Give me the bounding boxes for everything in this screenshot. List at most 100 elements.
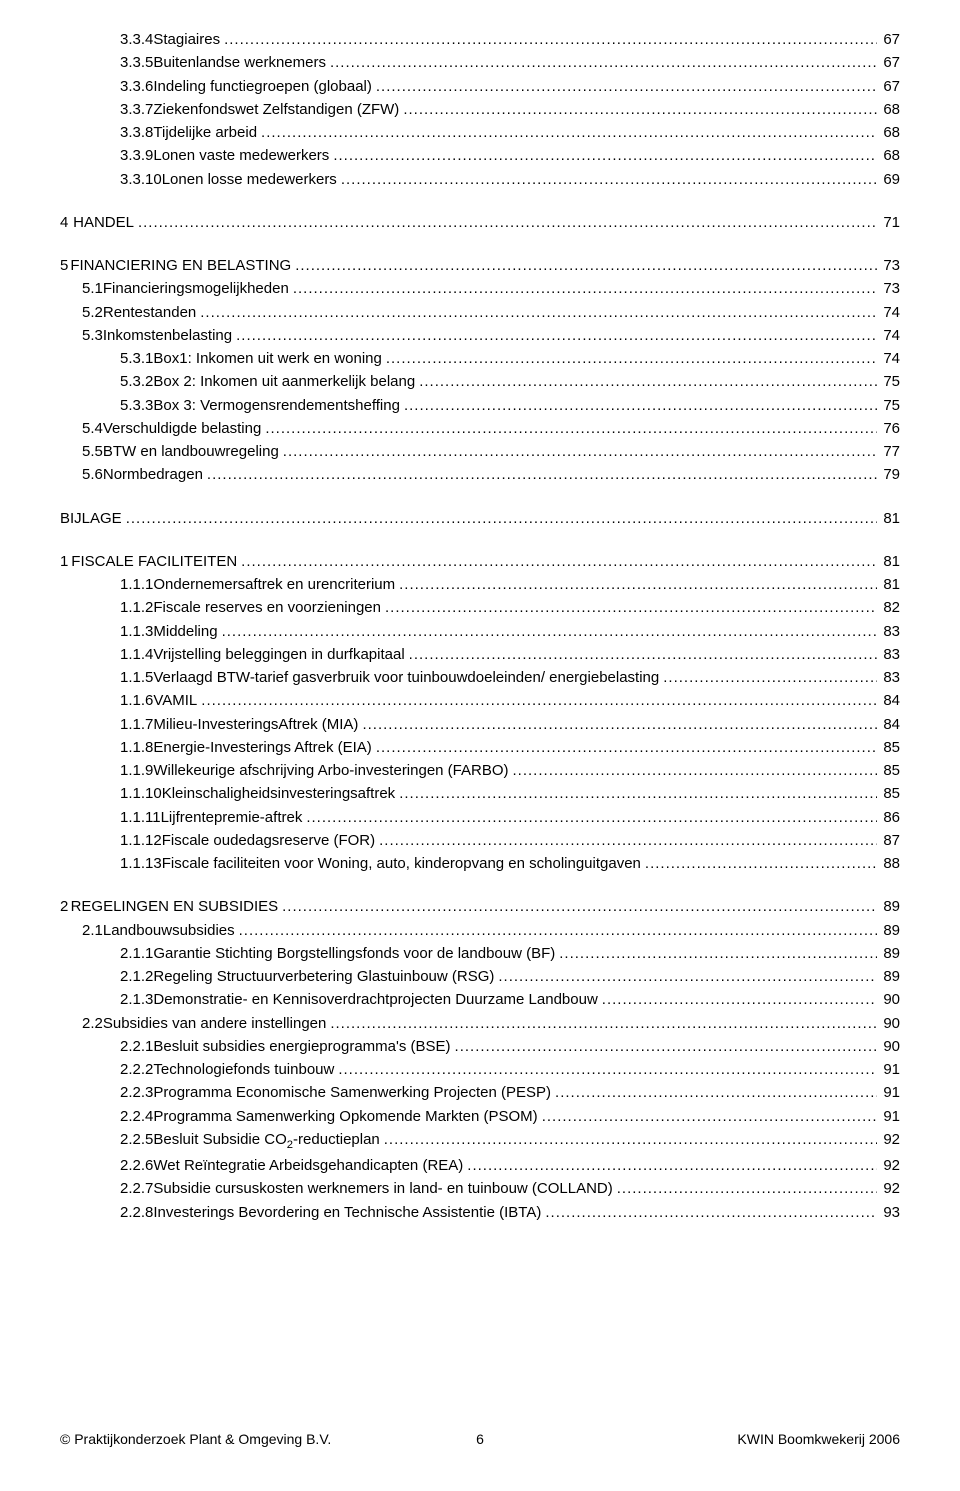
toc-entry: 5.2Rentestanden74 (60, 301, 900, 324)
toc-entry: 3.3.10Lonen losse medewerkers69 (60, 168, 900, 191)
toc-entry-title: Tijdelijke arbeid (153, 121, 257, 144)
toc-entry-title: Fiscale oudedagsreserve (FOR) (162, 829, 375, 852)
toc-entry-page: 85 (881, 782, 900, 805)
toc-entry-page: 89 (881, 942, 900, 965)
page-footer: © Praktijkonderzoek Plant & Omgeving B.V… (60, 1410, 900, 1451)
toc-entry-page: 86 (881, 806, 900, 829)
toc-entry-title: Investerings Bevordering en Technische A… (153, 1201, 541, 1224)
toc-entry-title: FINANCIERING EN BELASTING (70, 254, 291, 277)
toc-leader-dots (200, 301, 877, 324)
toc-leader-dots (498, 965, 877, 988)
toc-entry-title: Verlaagd BTW-tarief gasverbruik voor tui… (153, 666, 659, 689)
toc-entry: 2.1.1Garantie Stichting Borgstellingsfon… (60, 942, 900, 965)
toc-entry: 5.3.2Box 2: Inkomen uit aanmerkelijk bel… (60, 370, 900, 393)
toc-entry-page: 68 (881, 121, 900, 144)
toc-leader-dots (403, 98, 877, 121)
toc-entry-page: 90 (881, 1035, 900, 1058)
toc-entry-number: 4 (60, 211, 73, 234)
toc-entry-title: Subsidies van andere instellingen (103, 1012, 326, 1035)
toc-entry-title: Stagiaires (153, 28, 220, 51)
toc-leader-dots (645, 852, 877, 875)
toc-leader-dots (330, 51, 877, 74)
toc-entry: 5FINANCIERING EN BELASTING73 (60, 254, 900, 277)
footer-left: © Praktijkonderzoek Plant & Omgeving B.V… (60, 1429, 476, 1451)
toc-entry-title: Vrijstelling beleggingen in durfkapitaal (153, 643, 404, 666)
toc-entry-page: 68 (881, 98, 900, 121)
toc-entry: 2.2.8Investerings Bevordering en Technis… (60, 1201, 900, 1224)
toc-entry-title: Financieringsmogelijkheden (103, 277, 289, 300)
toc-entry-page: 89 (881, 895, 900, 918)
toc-leader-dots (201, 689, 877, 712)
toc-entry: 1.1.10Kleinschaligheidsinvesteringsaftre… (60, 782, 900, 805)
toc-entry-title: Regeling Structuurverbetering Glastuinbo… (153, 965, 494, 988)
toc-entry-number: 3.3.9 (120, 144, 153, 167)
toc-entry-number: 1.1.4 (120, 643, 153, 666)
toc-leader-dots (224, 28, 877, 51)
toc-entry-page: 83 (881, 666, 900, 689)
toc-entry-page: 81 (881, 573, 900, 596)
toc-spacer (60, 875, 900, 895)
toc-entry: 1.1.4Vrijstelling beleggingen in durfkap… (60, 643, 900, 666)
toc-entry: 1.1.8Energie-Investerings Aftrek (EIA)85 (60, 736, 900, 759)
toc-leader-dots (333, 144, 877, 167)
toc-leader-dots (559, 942, 877, 965)
toc-entry-page: 91 (881, 1105, 900, 1128)
toc-entry-number: 2.2.7 (120, 1177, 153, 1200)
toc-entry-page: 92 (881, 1154, 900, 1177)
toc-entry: 5.3.1Box1: Inkomen uit werk en woning74 (60, 347, 900, 370)
toc-entry-page: 91 (881, 1081, 900, 1104)
toc-entry-number: 2.2.4 (120, 1105, 153, 1128)
toc-entry: 2.2.2Technologiefonds tuinbouw91 (60, 1058, 900, 1081)
toc-entry-title: Normbedragen (103, 463, 203, 486)
toc-leader-dots (404, 394, 877, 417)
toc-entry-number: 1.1.11 (120, 806, 161, 829)
toc-entry-number: 5.5 (82, 440, 103, 463)
toc-entry: 3.3.5Buitenlandse werknemers67 (60, 51, 900, 74)
toc-entry-title: Besluit Subsidie CO2-reductieplan (153, 1128, 379, 1154)
toc-entry-number: 3.3.8 (120, 121, 153, 144)
toc-leader-dots (236, 324, 877, 347)
toc-entry-title: Ondernemersaftrek en urencriterium (153, 573, 395, 596)
toc-entry-title: Lonen losse medewerkers (162, 168, 337, 191)
toc-entry: 2.1.2Regeling Structuurverbetering Glast… (60, 965, 900, 988)
toc-entry-title: Besluit subsidies energieprogramma's (BS… (153, 1035, 450, 1058)
toc-entry-title: VAMIL (153, 689, 197, 712)
toc-entry-number: 2.2.1 (120, 1035, 153, 1058)
toc-entry: 2.2.6Wet Reïntegratie Arbeidsgehandicapt… (60, 1154, 900, 1177)
toc-entry: 5.3.3Box 3: Vermogensrendementsheffing75 (60, 394, 900, 417)
toc-entry-title: REGELINGEN EN SUBSIDIES (71, 895, 279, 918)
toc-leader-dots (295, 254, 877, 277)
toc-entry-title: Wet Reïntegratie Arbeidsgehandicapten (R… (153, 1154, 463, 1177)
toc-entry: 5.1Financieringsmogelijkheden73 (60, 277, 900, 300)
toc-entry-title: Kleinschaligheidsinvesteringsaftrek (162, 782, 395, 805)
toc-entry-title: Lonen vaste medewerkers (153, 144, 329, 167)
toc-entry-page: 87 (881, 829, 900, 852)
toc-leader-dots (239, 919, 878, 942)
toc-entry: 1.1.11Lijfrentepremie-aftrek86 (60, 806, 900, 829)
document-page: 3.3.4Stagiaires673.3.5Buitenlandse werkn… (0, 0, 960, 1491)
toc-leader-dots (663, 666, 877, 689)
toc-entry: 1.1.12Fiscale oudedagsreserve (FOR)87 (60, 829, 900, 852)
toc-entry: 2.2.3Programma Economische Samenwerking … (60, 1081, 900, 1104)
toc-entry: 1.1.13Fiscale faciliteiten voor Woning, … (60, 852, 900, 875)
toc-entry-title: Technologiefonds tuinbouw (153, 1058, 334, 1081)
toc-entry: 5.3Inkomstenbelasting74 (60, 324, 900, 347)
toc-entry: 1.1.7Milieu-InvesteringsAftrek (MIA)84 (60, 713, 900, 736)
toc-entry-title: Subsidie cursuskosten werknemers in land… (153, 1177, 612, 1200)
toc-entry-page: 81 (881, 507, 900, 530)
toc-entry-page: 69 (881, 168, 900, 191)
toc-entry-title: Milieu-InvesteringsAftrek (MIA) (153, 713, 358, 736)
toc-entry: 1.1.6VAMIL84 (60, 689, 900, 712)
toc-leader-dots (384, 1128, 878, 1151)
toc-leader-dots (513, 759, 878, 782)
toc-leader-dots (293, 277, 878, 300)
toc-leader-dots (399, 782, 877, 805)
toc-entry-number: 1.1.7 (120, 713, 153, 736)
toc-leader-dots (602, 988, 878, 1011)
toc-entry-title: FISCALE FACILITEITEN (71, 550, 237, 573)
toc-leader-dots (542, 1105, 878, 1128)
toc-entry: 1.1.9Willekeurige afschrijving Arbo-inve… (60, 759, 900, 782)
toc-entry-page: 92 (881, 1177, 900, 1200)
toc-leader-dots (265, 417, 877, 440)
toc-entry-title: Inkomstenbelasting (103, 324, 232, 347)
